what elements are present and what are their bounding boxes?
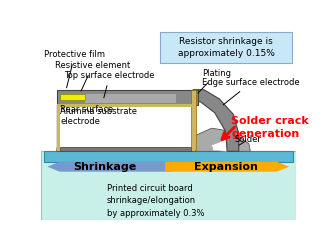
FancyArrow shape (165, 162, 289, 172)
Text: Shrinkage: Shrinkage (73, 163, 136, 172)
Bar (57, 147, 194, 150)
FancyBboxPatch shape (161, 32, 292, 63)
Bar (191, 90, 196, 150)
Text: Top surface electrode: Top surface electrode (64, 71, 155, 98)
Bar (44, 151, 293, 162)
FancyArrow shape (47, 162, 171, 172)
Text: Rear surface
electrode: Rear surface electrode (61, 105, 114, 125)
Bar (57, 103, 60, 150)
Bar (60, 94, 85, 101)
Text: Resistor shrinkage is
approximately 0.15%: Resistor shrinkage is approximately 0.15… (178, 37, 275, 58)
Polygon shape (212, 140, 233, 151)
Bar (85, 94, 176, 103)
Bar (57, 90, 198, 105)
Bar (57, 105, 193, 150)
Text: Alumina substrate: Alumina substrate (61, 107, 138, 116)
Polygon shape (57, 134, 94, 151)
Text: Edge surface electrode: Edge surface electrode (202, 78, 300, 105)
Text: Expansion: Expansion (194, 163, 258, 172)
Bar (57, 103, 194, 107)
Text: Plating: Plating (198, 69, 231, 93)
Text: Solder: Solder (235, 135, 262, 145)
Polygon shape (193, 90, 239, 151)
Bar (41, 151, 296, 220)
Text: Solder crack
generation: Solder crack generation (231, 116, 309, 139)
Polygon shape (179, 128, 250, 151)
Text: Printed circuit board
shrinkage/elongation
by approximately 0.3%: Printed circuit board shrinkage/elongati… (107, 184, 205, 218)
Text: Protective film: Protective film (44, 50, 105, 88)
Text: Resistive element: Resistive element (55, 61, 130, 91)
Bar (60, 147, 191, 150)
